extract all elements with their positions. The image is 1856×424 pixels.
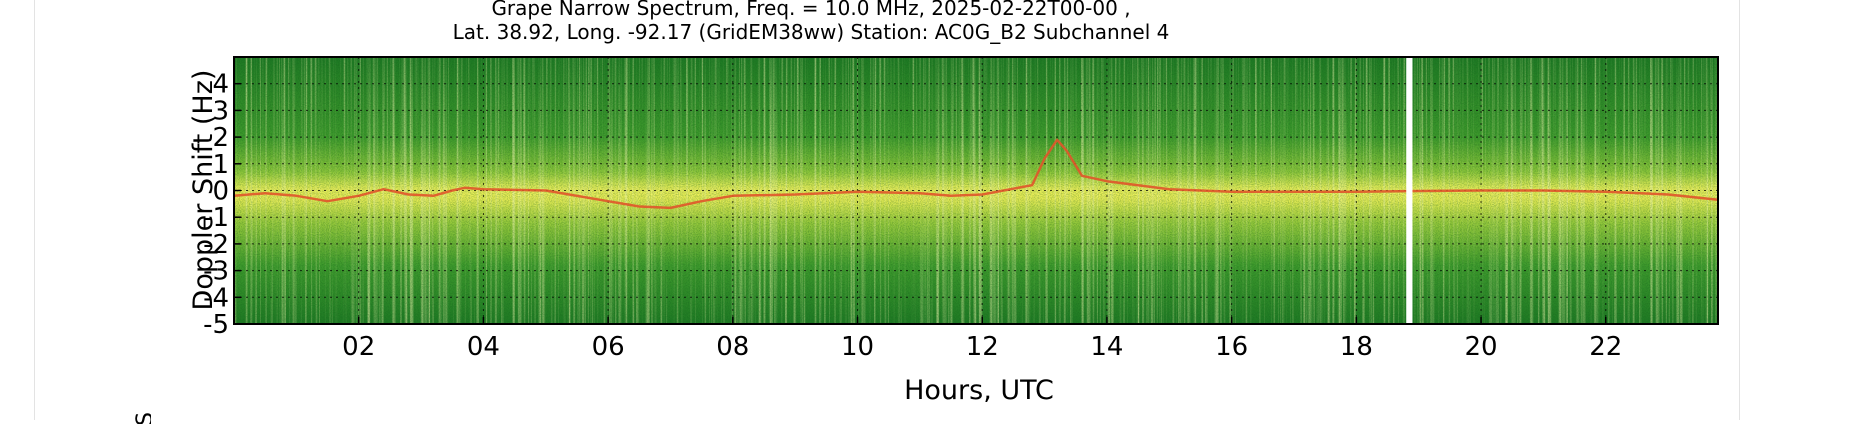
y-tick-label: 3	[212, 96, 229, 126]
data-gap-strip	[1406, 57, 1413, 324]
x-tick-label: 18	[1340, 332, 1373, 362]
x-tick-label: 20	[1465, 332, 1498, 362]
y-tick-label: -4	[203, 283, 229, 313]
clipped-next-figure-label: S	[131, 400, 151, 424]
doppler-trace	[233, 138, 1719, 210]
x-tick-label: 12	[966, 332, 999, 362]
x-axis-label: Hours, UTC	[904, 375, 1054, 406]
grid-lines	[234, 57, 1718, 324]
y-tick-label: -3	[203, 257, 229, 287]
x-axis-ticks: 02 04 06 08 10 12 14 16 18 20 22	[342, 317, 1622, 362]
spectrogram-chart: Grape Narrow Spectrum, Freq. = 10.0 MHz,…	[188, 0, 1719, 406]
y-tick-label: -5	[203, 310, 229, 340]
y-tick-label: -1	[203, 203, 229, 233]
x-tick-label: 14	[1090, 332, 1123, 362]
title-line-1: Grape Narrow Spectrum, Freq. = 10.0 MHz,…	[491, 0, 1130, 20]
plot-area	[233, 56, 1719, 325]
y-tick-label: -2	[203, 230, 229, 260]
x-tick-label: 10	[841, 332, 874, 362]
y-tick-label: 0	[212, 177, 229, 207]
title-line-2: Lat. 38.92, Long. -92.17 (GridEM38ww) St…	[453, 20, 1170, 44]
figure-panel: Grape Narrow Spectrum, Freq. = 10.0 MHz,…	[34, 0, 1740, 424]
y-tick-label: 2	[212, 123, 229, 153]
y-tick-label: 1	[212, 150, 229, 180]
x-tick-label: 04	[467, 332, 500, 362]
clipped-label-text: S	[133, 412, 151, 424]
x-tick-label: 06	[592, 332, 625, 362]
x-tick-label: 08	[716, 332, 749, 362]
y-tick-label: 4	[212, 70, 229, 100]
x-tick-label: 22	[1589, 332, 1622, 362]
x-tick-label: 16	[1215, 332, 1248, 362]
x-tick-label: 02	[342, 332, 375, 362]
y-axis-label: Doppler Shift (Hz)	[188, 70, 219, 311]
